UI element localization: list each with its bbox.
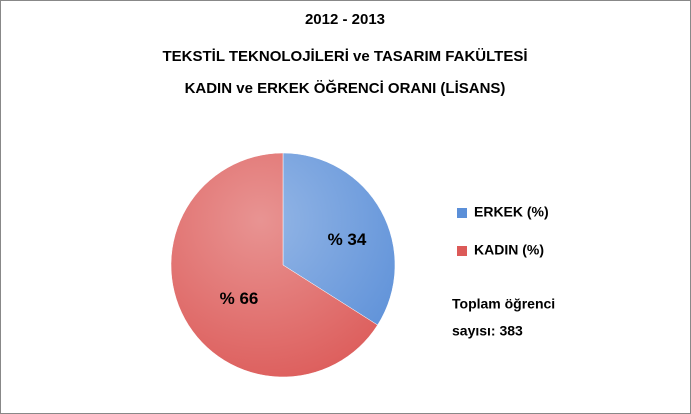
chart-title: KADIN ve ERKEK ÖĞRENCİ ORANI (LİSANS) xyxy=(185,79,506,97)
legend-swatch xyxy=(457,208,467,218)
pie xyxy=(170,152,396,378)
annotation: Toplam öğrenci xyxy=(452,296,555,312)
data-label: % 34 xyxy=(328,230,367,249)
chart-title: 2012 - 2013 xyxy=(305,11,385,28)
legend-label: ERKEK (%) xyxy=(474,204,549,220)
chart-title: TEKSTİL TEKNOLOJİLERİ ve TASARIM FAKÜLTE… xyxy=(162,48,527,65)
data-label: % 66 xyxy=(220,289,259,308)
annotation: sayısı: 383 xyxy=(452,323,523,339)
legend-swatch xyxy=(457,246,467,256)
legend-label: KADIN (%) xyxy=(474,242,544,258)
